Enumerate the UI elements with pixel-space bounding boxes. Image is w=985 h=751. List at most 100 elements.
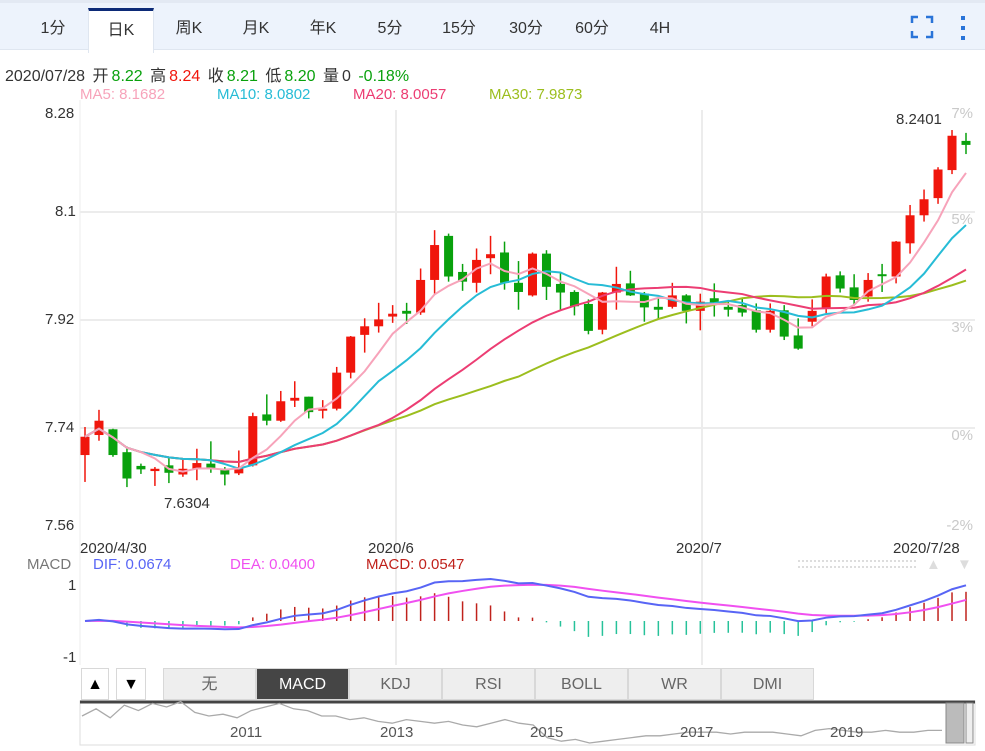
indicator-tab[interactable]: DMI bbox=[721, 668, 814, 700]
candle-body bbox=[653, 306, 663, 310]
high-value: 8.24 bbox=[169, 68, 201, 85]
period-tab-bar: 1分 日K 周K 月K 年K 5分 15分 30分 60分 4H bbox=[0, 0, 985, 53]
pct-tick: 3% bbox=[951, 319, 973, 336]
candle-body bbox=[150, 468, 160, 472]
tab-period[interactable]: 1分 bbox=[40, 20, 66, 37]
tab-period[interactable]: 5分 bbox=[377, 20, 403, 37]
candle-body bbox=[360, 326, 370, 335]
candle-body bbox=[290, 397, 300, 401]
dif-line bbox=[84, 577, 967, 631]
candle-body bbox=[961, 140, 971, 145]
ma5-legend: MA5: 8.1682 bbox=[80, 86, 166, 103]
candle-body bbox=[192, 463, 202, 469]
candle-body bbox=[863, 279, 873, 297]
low-price-marker: 7.6304 bbox=[164, 495, 210, 512]
scroll-down-button[interactable]: ▼ bbox=[116, 668, 146, 700]
candle-body bbox=[541, 253, 551, 287]
candle-body bbox=[779, 310, 789, 337]
close-label: 收 bbox=[207, 68, 224, 85]
indicator-tab[interactable]: KDJ bbox=[349, 668, 442, 700]
tab-period[interactable]: 日K bbox=[88, 8, 154, 53]
y-tick: 7.74 bbox=[45, 419, 75, 436]
candle-body bbox=[849, 287, 859, 300]
indicator-tab[interactable]: WR bbox=[628, 668, 721, 700]
x-label: 2020/7/28 bbox=[893, 540, 960, 557]
range-indicator bbox=[798, 560, 916, 568]
candle-body bbox=[108, 429, 118, 456]
indicator-tab[interactable]: RSI bbox=[442, 668, 535, 700]
macd-down-arrow-icon[interactable]: ▼ bbox=[957, 556, 972, 573]
candle-body bbox=[122, 452, 132, 479]
volume-label: 量 bbox=[322, 68, 339, 85]
tab-period[interactable]: 60分 bbox=[575, 20, 609, 37]
tab-period[interactable]: 4H bbox=[649, 20, 671, 37]
candle-body bbox=[318, 408, 328, 411]
ma20-line bbox=[84, 268, 967, 464]
candle-body bbox=[597, 292, 607, 330]
candle-body bbox=[947, 135, 957, 171]
candle-body bbox=[709, 298, 719, 303]
y-tick: 7.56 bbox=[45, 517, 75, 534]
candle-body bbox=[807, 310, 817, 322]
macd-title: MACD bbox=[27, 556, 72, 573]
indicator-tab[interactable]: MACD bbox=[256, 668, 349, 700]
x-label: 2020/7 bbox=[676, 540, 722, 557]
ma20-legend: MA20: 8.0057 bbox=[353, 86, 447, 103]
x-label: 2020/4/30 bbox=[80, 540, 147, 557]
candle-body bbox=[430, 245, 440, 280]
candle-body bbox=[276, 401, 286, 421]
x-label: 2020/6 bbox=[368, 540, 414, 557]
ma10-line bbox=[84, 224, 967, 470]
macd-legend: MACD: 0.0547 bbox=[366, 556, 465, 573]
candle-body bbox=[583, 303, 593, 331]
candle-body bbox=[472, 259, 482, 283]
navigator-handle[interactable] bbox=[945, 702, 965, 744]
low-label: 低 bbox=[265, 68, 282, 85]
high-label: 高 bbox=[150, 68, 167, 85]
ma5-line bbox=[84, 172, 967, 473]
tab-period[interactable]: 30分 bbox=[509, 20, 543, 37]
candle-body bbox=[933, 169, 943, 199]
candle-body bbox=[136, 465, 146, 470]
y-tick: 8.28 bbox=[45, 105, 75, 122]
macd-y-tick: 1 bbox=[68, 577, 77, 594]
open-label: 开 bbox=[92, 68, 109, 85]
pct-tick: 7% bbox=[951, 105, 973, 122]
change-value: -0.18% bbox=[358, 68, 410, 85]
more-vertical-icon[interactable] bbox=[958, 15, 968, 46]
low-value: 8.20 bbox=[284, 68, 316, 85]
candle-body bbox=[667, 295, 677, 307]
tab-period[interactable]: 15分 bbox=[442, 20, 476, 37]
candle-body bbox=[458, 271, 468, 282]
pct-tick: 5% bbox=[951, 211, 973, 228]
candle-body bbox=[80, 436, 90, 456]
ma30-legend: MA30: 7.9873 bbox=[489, 86, 583, 103]
tab-period[interactable]: 周K bbox=[175, 20, 203, 37]
candle-body bbox=[891, 241, 901, 277]
navigator-handle[interactable] bbox=[965, 702, 974, 744]
pct-tick: 0% bbox=[951, 427, 973, 444]
candle-body bbox=[374, 319, 384, 327]
navigator-year-label: 2013 bbox=[380, 724, 413, 741]
tab-period[interactable]: 月K bbox=[242, 20, 270, 37]
info-date: 2020/07/28 bbox=[5, 68, 86, 85]
ma10-legend: MA10: 8.0802 bbox=[217, 86, 311, 103]
macd-up-arrow-icon[interactable]: ▲ bbox=[926, 556, 941, 573]
candle-body bbox=[555, 283, 565, 293]
indicator-tab[interactable]: BOLL bbox=[535, 668, 628, 700]
indicator-tab[interactable]: 无 bbox=[163, 668, 256, 700]
candle-body bbox=[877, 274, 887, 277]
candle-body bbox=[919, 199, 929, 216]
candle-body bbox=[304, 396, 314, 413]
dea-line bbox=[84, 583, 967, 629]
candle-body bbox=[737, 305, 747, 313]
tab-period[interactable]: 年K bbox=[309, 20, 337, 37]
open-value: 8.22 bbox=[111, 68, 143, 85]
scroll-up-button[interactable]: ▲ bbox=[81, 668, 109, 700]
candle-body bbox=[793, 335, 803, 349]
fullscreen-icon[interactable] bbox=[910, 15, 934, 44]
candle-body bbox=[248, 416, 258, 466]
candle-body bbox=[569, 291, 579, 307]
